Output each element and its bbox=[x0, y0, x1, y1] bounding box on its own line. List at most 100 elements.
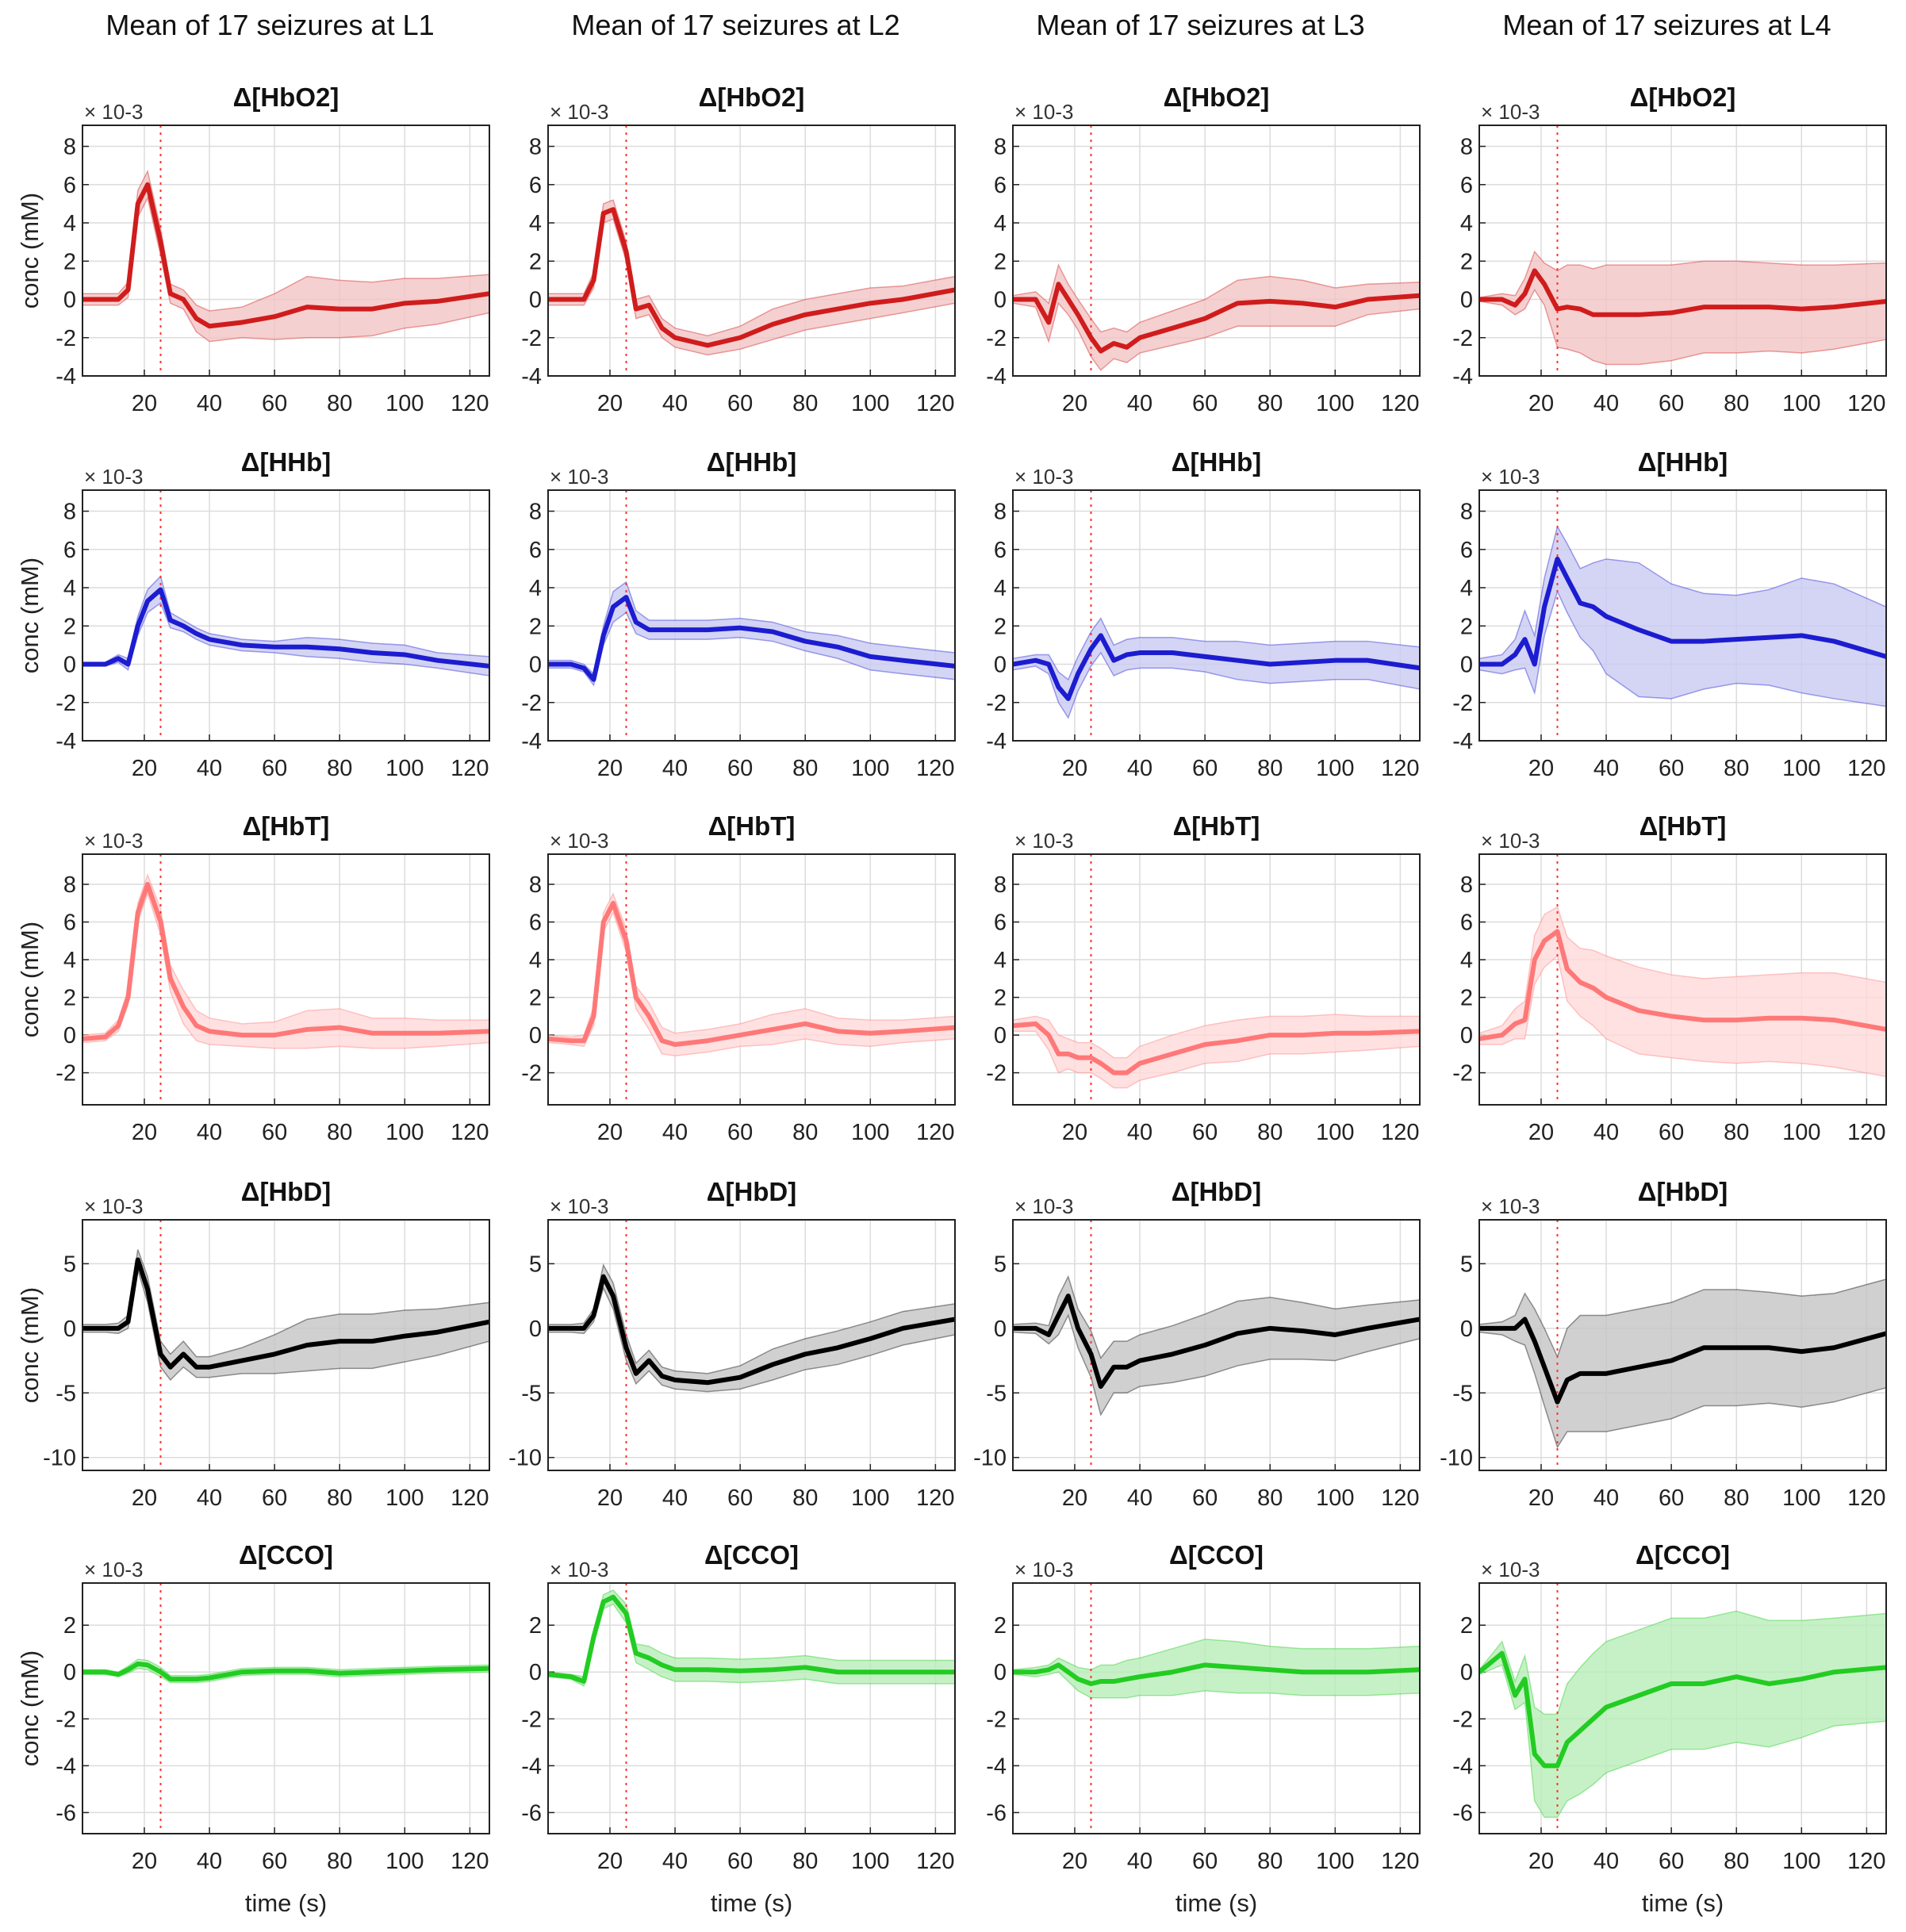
y-tick-label: 4 bbox=[994, 948, 1007, 973]
subplot-title: Δ[HbO2] bbox=[1630, 82, 1736, 112]
mean-line bbox=[82, 587, 489, 669]
x-tick-label: 60 bbox=[1659, 391, 1684, 416]
mean-line bbox=[1479, 1650, 1886, 1769]
x-tick-label: 100 bbox=[851, 1849, 889, 1874]
y-multiplier: × 10-3 bbox=[1014, 1194, 1073, 1218]
x-tick-label: 40 bbox=[1127, 1849, 1152, 1874]
y-tick-label: 0 bbox=[529, 1660, 542, 1685]
x-tick-label: 120 bbox=[916, 1849, 954, 1874]
subplot-title: Δ[CCO] bbox=[1169, 1540, 1264, 1570]
y-tick-label: -6 bbox=[986, 1800, 1007, 1826]
y-tick-label: 2 bbox=[529, 1613, 542, 1639]
x-tick-label: 40 bbox=[1127, 1485, 1152, 1511]
mean-line bbox=[1013, 1021, 1420, 1075]
y-tick-label: 4 bbox=[63, 576, 76, 601]
x-tick-label: 40 bbox=[1593, 1849, 1619, 1874]
plot-area bbox=[82, 490, 489, 741]
y-tick-label: -4 bbox=[521, 1754, 542, 1779]
y-tick-label: -2 bbox=[521, 691, 542, 716]
y-axis-label: conc (mM) bbox=[16, 193, 44, 309]
sd-band bbox=[1013, 1639, 1420, 1699]
y-tick-label: 0 bbox=[994, 1660, 1007, 1685]
y-tick-label: 6 bbox=[529, 910, 542, 936]
x-tick-label: 100 bbox=[1316, 756, 1354, 781]
y-multiplier: × 10-3 bbox=[550, 829, 608, 853]
x-tick-label: 100 bbox=[1782, 1849, 1820, 1874]
y-tick-label: 8 bbox=[529, 872, 542, 898]
x-tick-label: 20 bbox=[132, 391, 157, 416]
y-tick-label: -4 bbox=[1452, 1754, 1473, 1779]
y-multiplier: × 10-3 bbox=[84, 100, 143, 124]
subplot-hhb-l3: Δ[HHb] × 10-3 20 40 60 80 100 120 -4 -2 0 2 4 6 8 bbox=[986, 447, 1421, 781]
y-tick-label: 0 bbox=[994, 288, 1007, 313]
y-tick-label: -4 bbox=[1452, 364, 1473, 389]
subplot-cco-l1: Δ[CCO] × 10-3 20 40 60 80 100 120 -6 -4 -2 0 2 conc (… bbox=[16, 1540, 490, 1917]
mean-line bbox=[82, 182, 489, 329]
axes-box bbox=[1478, 1219, 1887, 1471]
sd-band bbox=[548, 581, 955, 687]
axes-box bbox=[1478, 125, 1887, 377]
x-tick-label: 40 bbox=[197, 1849, 222, 1874]
y-tick-label: 0 bbox=[63, 1023, 76, 1048]
subplot-cco-l2: Δ[CCO] × 10-3 20 40 60 80 100 120 -6 -4 -2 0 2 time (… bbox=[521, 1540, 956, 1917]
mean-line bbox=[82, 882, 489, 1041]
mean-line bbox=[82, 1257, 489, 1370]
x-tick-label: 60 bbox=[1192, 1120, 1218, 1145]
x-tick-label: 100 bbox=[1782, 1120, 1820, 1145]
y-tick-label: -6 bbox=[1452, 1800, 1473, 1826]
y-tick-label: 0 bbox=[1460, 1660, 1473, 1685]
subplot-hhb-l1: Δ[HHb] × 10-3 20 40 60 80 100 120 -4 -2 0 2 4 6 8 conc … bbox=[16, 447, 490, 781]
x-tick-label: 100 bbox=[851, 1120, 889, 1145]
x-tick-label: 80 bbox=[1257, 1120, 1283, 1145]
y-tick-label: -10 bbox=[43, 1446, 76, 1471]
sd-band bbox=[1479, 906, 1886, 1078]
subplot-cco-l3: Δ[CCO] × 10-3 20 40 60 80 100 120 -6 -4 -2 0 2 time (… bbox=[986, 1540, 1421, 1917]
subplot-title: Δ[CCO] bbox=[704, 1540, 799, 1570]
x-tick-label: 120 bbox=[1847, 1849, 1885, 1874]
x-tick-label: 20 bbox=[597, 391, 623, 416]
plot-area bbox=[1479, 125, 1886, 376]
x-tick-label: 60 bbox=[1659, 1849, 1684, 1874]
x-tick-label: 80 bbox=[327, 1485, 352, 1511]
x-tick-label: 20 bbox=[597, 1120, 623, 1145]
y-tick-label: -5 bbox=[521, 1381, 542, 1406]
y-tick-label: -2 bbox=[56, 1061, 76, 1087]
subplot-hbd-l4: Δ[HbD] × 10-3 20 40 60 80 100 120 -10 -5 0 5 bbox=[1440, 1177, 1887, 1511]
axes-box bbox=[1478, 489, 1887, 742]
x-tick-label: 120 bbox=[916, 756, 954, 781]
y-tick-label: -4 bbox=[986, 1754, 1007, 1779]
column-title: Mean of 17 seizures at L1 bbox=[105, 9, 434, 41]
axes-box bbox=[547, 125, 956, 377]
x-tick-label: 20 bbox=[1528, 1485, 1554, 1511]
y-tick-label: -2 bbox=[986, 326, 1007, 351]
subplot-hbt-l3: Δ[HbT] × 10-3 20 40 60 80 100 120 -2 0 2 4 6 8 bbox=[986, 811, 1421, 1145]
x-tick-label: 60 bbox=[727, 1120, 753, 1145]
x-tick-label: 80 bbox=[1257, 391, 1283, 416]
y-tick-label: 4 bbox=[63, 948, 76, 973]
x-tick-label: 80 bbox=[327, 391, 352, 416]
axes-box bbox=[82, 1582, 490, 1834]
x-tick-label: 120 bbox=[451, 1120, 489, 1145]
y-multiplier: × 10-3 bbox=[1014, 1558, 1073, 1581]
y-tick-label: -4 bbox=[986, 729, 1007, 754]
x-tick-label: 120 bbox=[1381, 391, 1419, 416]
x-tick-label: 80 bbox=[1724, 1485, 1749, 1511]
x-tick-label: 120 bbox=[916, 1120, 954, 1145]
y-multiplier: × 10-3 bbox=[84, 465, 143, 489]
y-multiplier: × 10-3 bbox=[1014, 829, 1073, 853]
sd-band bbox=[1479, 1278, 1886, 1449]
y-multiplier: × 10-3 bbox=[1014, 100, 1073, 124]
y-tick-label: 0 bbox=[529, 653, 542, 678]
x-tick-label: 60 bbox=[1192, 1485, 1218, 1511]
y-tick-label: 0 bbox=[63, 288, 76, 313]
y-tick-label: 8 bbox=[994, 135, 1007, 160]
subplot-title: Δ[HbT] bbox=[243, 811, 330, 841]
sd-band bbox=[1479, 524, 1886, 707]
y-tick-label: 6 bbox=[63, 538, 76, 563]
x-tick-label: 20 bbox=[1062, 1120, 1087, 1145]
subplot-hbt-l4: Δ[HbT] × 10-3 20 40 60 80 100 120 -2 0 2 4 6 8 bbox=[1452, 811, 1887, 1145]
y-tick-label: 4 bbox=[1460, 211, 1473, 236]
y-tick-label: -5 bbox=[986, 1381, 1007, 1406]
x-tick-label: 20 bbox=[132, 756, 157, 781]
